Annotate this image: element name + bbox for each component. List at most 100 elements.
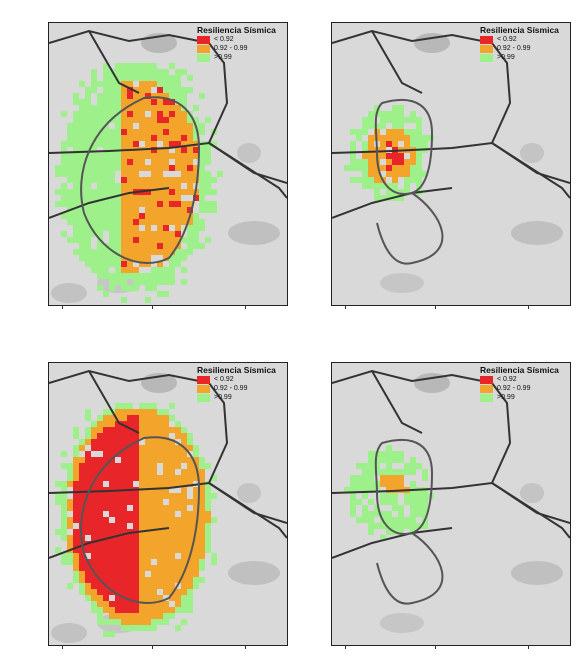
hazard-cell [121, 129, 127, 135]
hazard-cell [91, 529, 97, 535]
hazard-cell [404, 117, 410, 123]
hazard-cell [380, 535, 386, 541]
hazard-cell [181, 189, 187, 195]
hazard-cell [404, 135, 410, 141]
hazard-cell [115, 81, 121, 87]
hazard-cell [145, 595, 151, 601]
hazard-cell [380, 493, 386, 499]
map-panel-top-right: Resiliencia Sísmica < 0.92 0.92 - 0.99 >… [331, 22, 571, 306]
hazard-cell [181, 589, 187, 595]
hazard-cell [205, 159, 211, 165]
hazard-cell [139, 135, 145, 141]
hazard-cell [103, 291, 109, 297]
hazard-cell [127, 457, 133, 463]
hazard-cell [169, 439, 175, 445]
hazard-cell [163, 415, 169, 421]
hazard-cell [169, 141, 175, 147]
hazard-cell [139, 255, 145, 261]
hazard-cell [386, 171, 392, 177]
hazard-cell [151, 415, 157, 421]
hazard-cell [91, 213, 97, 219]
hazard-cell [103, 63, 109, 69]
hazard-cell [151, 613, 157, 619]
hazard-cell [73, 99, 79, 105]
hazard-cell [79, 213, 85, 219]
hazard-cell [187, 433, 193, 439]
hazard-cell [368, 117, 374, 123]
hazard-cell [211, 141, 217, 147]
hazard-cell [73, 547, 79, 553]
axis-tick [62, 305, 63, 309]
axis-tick [245, 645, 246, 649]
hazard-cell [163, 189, 169, 195]
hazard-cell [386, 135, 392, 141]
hazard-cell [368, 451, 374, 457]
hazard-cell [410, 165, 416, 171]
hazard-cell [163, 475, 169, 481]
hazard-cell [115, 189, 121, 195]
hazard-cell [187, 171, 193, 177]
hazard-cell [109, 99, 115, 105]
hazard-cell [97, 475, 103, 481]
hazard-cell [79, 141, 85, 147]
hazard-cell [157, 213, 163, 219]
hazard-cell [151, 475, 157, 481]
hazard-cell [85, 517, 91, 523]
hazard-cell [169, 111, 175, 117]
hazard-cell [145, 481, 151, 487]
hazard-cell [91, 475, 97, 481]
hazard-cell [121, 165, 127, 171]
hazard-cell [139, 93, 145, 99]
hazard-cell [380, 135, 386, 141]
hazard-cell [193, 153, 199, 159]
hazard-cell [145, 517, 151, 523]
legend-item: >0.99 [197, 53, 285, 62]
hazard-cell [97, 583, 103, 589]
hazard-cell [193, 135, 199, 141]
hazard-cell [151, 505, 157, 511]
hazard-cell [374, 123, 380, 129]
hazard-cell [127, 105, 133, 111]
hazard-cell [145, 279, 151, 285]
hazard-cell [151, 279, 157, 285]
hazard-cell [109, 285, 115, 291]
hazard-cell [157, 201, 163, 207]
hazard-cell [139, 195, 145, 201]
hazard-cell [127, 517, 133, 523]
hazard-cell [211, 493, 217, 499]
hazard-cell [85, 189, 91, 195]
hazard-cell [169, 237, 175, 243]
hazard-cell [133, 469, 139, 475]
hazard-cell [103, 469, 109, 475]
hazard-cell [127, 415, 133, 421]
hazard-cell [175, 189, 181, 195]
hazard-cell [398, 469, 404, 475]
hazard-cell [163, 141, 169, 147]
hazard-cell [187, 207, 193, 213]
legend-title: Resiliencia Sísmica [480, 25, 559, 35]
hazard-cell [392, 129, 398, 135]
hazard-cell [193, 117, 199, 123]
hazard-cell [115, 267, 121, 273]
hazard-cell [97, 601, 103, 607]
hazard-cell [416, 499, 422, 505]
hazard-cell [139, 231, 145, 237]
hazard-cell [157, 171, 163, 177]
hazard-cell [157, 105, 163, 111]
hazard-cell [85, 177, 91, 183]
hazard-cell [61, 231, 67, 237]
hazard-cell [109, 421, 115, 427]
hazard-cell [103, 475, 109, 481]
hazard-cell [85, 165, 91, 171]
hazard-cell [67, 171, 73, 177]
hazard-cell [175, 571, 181, 577]
hazard-cell [133, 475, 139, 481]
hazard-cell [151, 123, 157, 129]
hazard-cell [85, 511, 91, 517]
hazard-cell [121, 219, 127, 225]
hazard-cell [85, 571, 91, 577]
hazard-cell [139, 625, 145, 631]
hazard-cell [193, 475, 199, 481]
legend-item: 0.92 - 0.99 [197, 44, 285, 53]
hazard-cell [151, 93, 157, 99]
